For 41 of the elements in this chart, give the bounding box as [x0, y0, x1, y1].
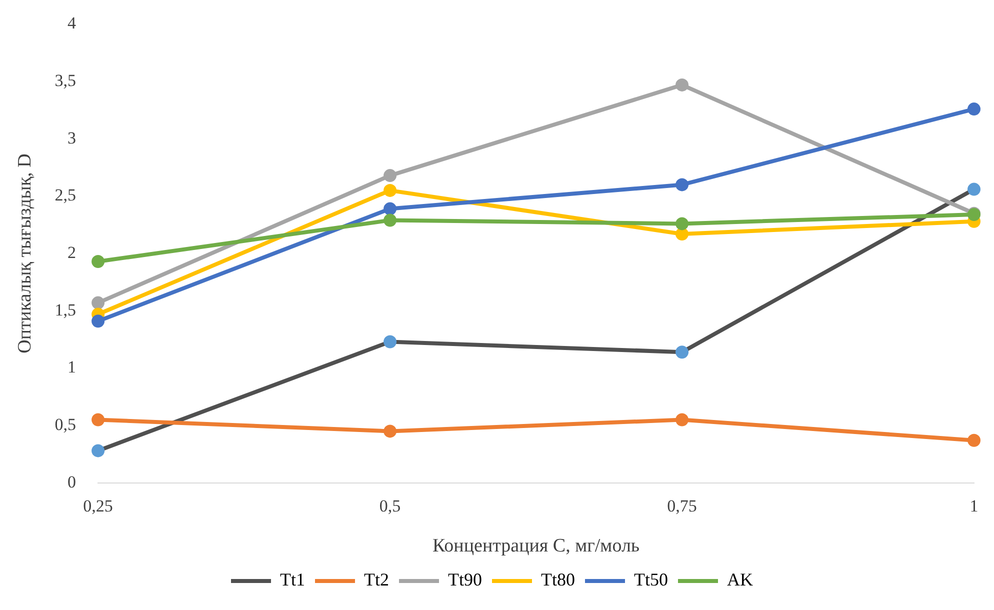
- point: [384, 424, 397, 438]
- point: [384, 335, 397, 348]
- x-axis-title: Концентрация С, мг/моль: [432, 536, 640, 557]
- point: [676, 413, 689, 426]
- point: [676, 178, 689, 192]
- x-tick-label: 0,5: [379, 496, 401, 516]
- point: [676, 346, 689, 359]
- y-tick-label: 3,5: [54, 70, 76, 90]
- point: [968, 182, 980, 196]
- point: [384, 184, 397, 197]
- point: [676, 228, 689, 241]
- point: [92, 413, 105, 426]
- y-tick-label: 1,5: [54, 300, 76, 320]
- point: [92, 314, 105, 328]
- point: [968, 102, 980, 116]
- y-tick-label: 0,5: [54, 414, 76, 434]
- point: [92, 444, 105, 458]
- legend-label: Tt2: [364, 570, 390, 590]
- point: [676, 217, 689, 230]
- point: [676, 78, 689, 92]
- point: [968, 434, 980, 447]
- y-tick-label: 2: [68, 242, 76, 262]
- y-tick-label: 2,5: [54, 186, 76, 205]
- y-tick-label: 1: [68, 358, 76, 377]
- point: [384, 169, 397, 182]
- point: [92, 296, 105, 310]
- legend-label: Tt80: [541, 570, 575, 590]
- y-tick-label: 3: [68, 128, 76, 148]
- x-tick-label: 0,75: [667, 496, 697, 516]
- point: [384, 202, 397, 216]
- y-tick-label: 0: [68, 472, 76, 492]
- x-tick-label: 0,25: [83, 496, 113, 516]
- x-tick-label: 1: [970, 496, 978, 516]
- point: [92, 255, 105, 268]
- y-axis-title: Оптикалық тығыздық, D: [14, 154, 36, 354]
- point: [384, 214, 397, 227]
- legend-label: Tt1: [280, 570, 306, 590]
- legend-label: Tt90: [448, 570, 482, 590]
- legend-label: AK: [726, 570, 753, 590]
- legend-label: Tt50: [634, 570, 668, 590]
- y-tick-label: 4: [68, 14, 77, 33]
